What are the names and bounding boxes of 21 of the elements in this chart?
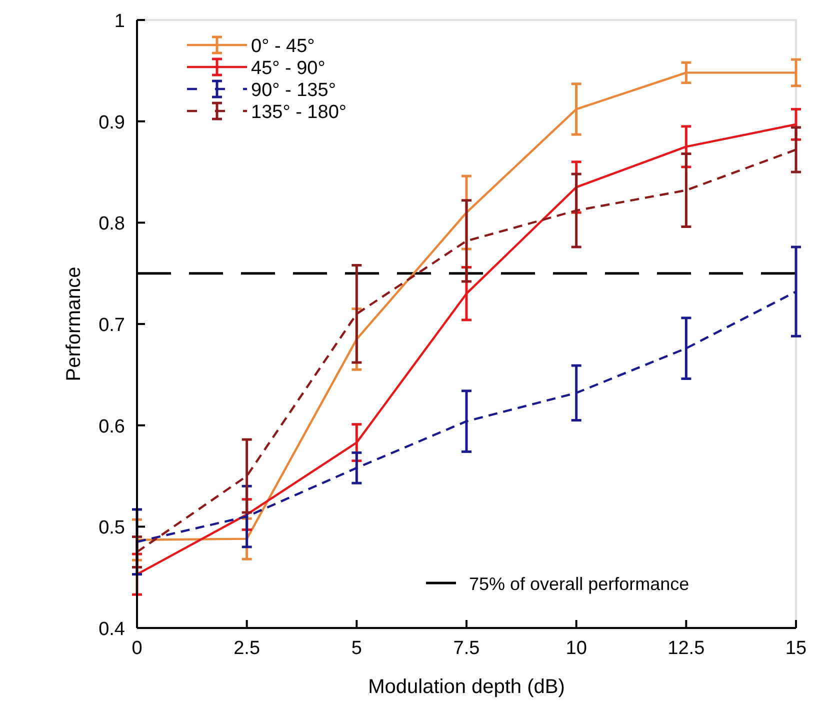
y-tick-label: 0.5 (98, 518, 125, 539)
legend-label: 75% of overall performance (469, 574, 690, 594)
y-tick-label: 1 (114, 11, 125, 32)
x-tick-label: 7.5 (453, 638, 480, 659)
x-tick-label: 2.5 (234, 638, 260, 659)
x-tick-label: 12.5 (668, 638, 705, 659)
x-tick-label: 5 (351, 638, 362, 659)
y-tick-label: 0.9 (98, 112, 125, 134)
y-tick-label: 0.6 (98, 416, 125, 438)
legend-label: 45° - 90° (251, 58, 326, 79)
x-axis-title: Modulation depth (dB) (368, 676, 565, 698)
x-tick-label: 10 (566, 638, 587, 659)
legend-label: 90° - 135° (251, 80, 336, 101)
y-axis-title: Performance (63, 266, 85, 382)
legend-label: 0° - 45° (251, 36, 315, 57)
x-tick-label: 15 (785, 638, 807, 659)
legend-label: 135° - 180° (251, 102, 346, 123)
y-tick-label: 0.8 (98, 214, 125, 235)
y-tick-label: 0.7 (98, 315, 125, 336)
y-tick-label: 0.4 (98, 619, 126, 640)
x-tick-label: 0 (132, 638, 142, 659)
